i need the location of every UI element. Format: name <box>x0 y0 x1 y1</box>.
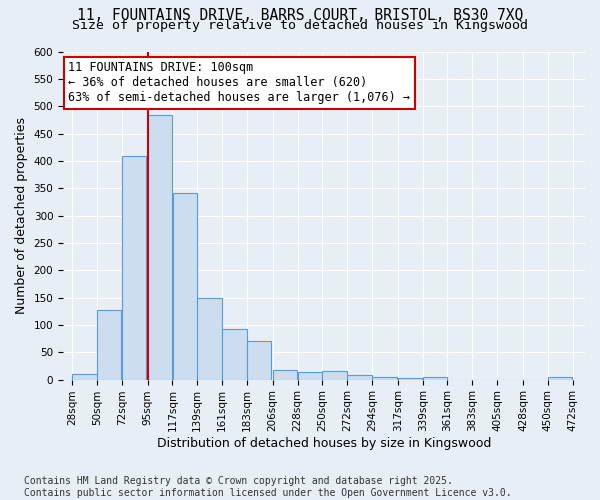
Bar <box>322 372 347 380</box>
Text: Size of property relative to detached houses in Kingswood: Size of property relative to detached ho… <box>72 19 528 32</box>
Bar <box>197 298 222 380</box>
Text: Contains HM Land Registry data © Crown copyright and database right 2025.
Contai: Contains HM Land Registry data © Crown c… <box>24 476 512 498</box>
Bar <box>97 310 121 380</box>
Bar <box>548 378 572 380</box>
Bar <box>398 378 422 380</box>
Bar <box>347 375 372 380</box>
Y-axis label: Number of detached properties: Number of detached properties <box>15 117 28 314</box>
Bar <box>298 372 322 380</box>
Bar <box>222 330 247 380</box>
Bar <box>423 377 447 380</box>
Text: 11, FOUNTAINS DRIVE, BARRS COURT, BRISTOL, BS30 7XQ: 11, FOUNTAINS DRIVE, BARRS COURT, BRISTO… <box>77 8 523 22</box>
Bar <box>148 116 172 380</box>
Bar <box>247 342 271 380</box>
Bar <box>72 374 97 380</box>
Bar <box>122 156 146 380</box>
X-axis label: Distribution of detached houses by size in Kingswood: Distribution of detached houses by size … <box>157 437 491 450</box>
Text: 11 FOUNTAINS DRIVE: 100sqm
← 36% of detached houses are smaller (620)
63% of sem: 11 FOUNTAINS DRIVE: 100sqm ← 36% of deta… <box>68 62 410 104</box>
Bar <box>372 378 397 380</box>
Bar <box>273 370 298 380</box>
Bar <box>173 192 197 380</box>
